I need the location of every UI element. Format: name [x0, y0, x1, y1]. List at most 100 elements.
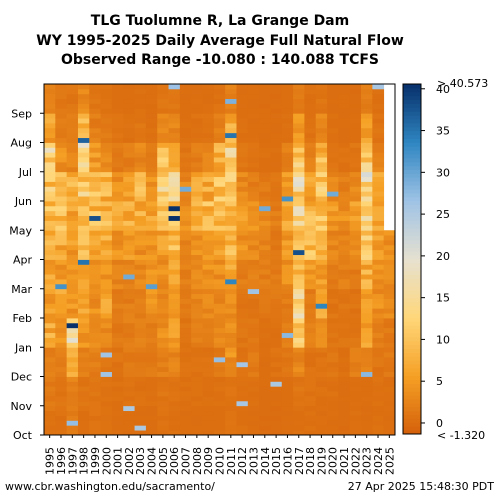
heatmap-cell [349, 162, 362, 168]
heatmap-cell [202, 327, 215, 334]
heatmap-cell [281, 415, 294, 421]
heatmap-cell [361, 201, 373, 207]
heatmap-cell [247, 322, 260, 329]
heatmap-cell [179, 293, 192, 299]
heatmap-cell [361, 313, 373, 319]
heatmap-cell [338, 288, 351, 295]
colorbar-swatch [403, 352, 421, 357]
heatmap-cell [349, 220, 362, 226]
colorbar-tick-label: 35 [436, 125, 450, 138]
heatmap-cell [236, 381, 249, 387]
heatmap-cell [225, 225, 237, 231]
heatmap-cell [361, 210, 373, 217]
colorbar-swatch [403, 177, 421, 182]
heatmap-cell [111, 171, 124, 178]
heatmap-cell [157, 127, 169, 134]
heatmap-cell [304, 381, 317, 387]
colorbar-swatch [403, 379, 421, 384]
heatmap-cell [247, 337, 260, 343]
heatmap-cell [372, 259, 385, 265]
heatmap-cell [327, 318, 339, 324]
heatmap-cell [100, 415, 113, 421]
heatmap-cell [179, 415, 192, 421]
heatmap-cell [134, 347, 147, 353]
heatmap-cell [372, 210, 385, 217]
heatmap-cell [259, 400, 271, 407]
heatmap-cell [225, 88, 237, 95]
heatmap-cell [281, 376, 294, 382]
heatmap-cell [225, 249, 237, 256]
heatmap-cell [191, 371, 203, 377]
heatmap-cell [123, 113, 135, 119]
heatmap-cell [179, 210, 192, 217]
heatmap-cell [44, 376, 56, 382]
heatmap-cell [293, 400, 305, 407]
heatmap-cell [293, 420, 305, 426]
heatmap-cell [111, 147, 124, 153]
heatmap-cell [179, 201, 192, 207]
heatmap-cell [372, 215, 385, 221]
heatmap-cell [327, 244, 339, 251]
heatmap-cell [100, 88, 113, 95]
heatmap-cell [157, 288, 169, 295]
colorbar-swatch [403, 99, 421, 104]
heatmap-cell [100, 235, 113, 241]
heatmap-cell [304, 332, 317, 338]
heatmap-cell [168, 400, 181, 407]
heatmap-cell [100, 142, 113, 148]
heatmap-cell [281, 157, 294, 163]
heatmap-cell [168, 123, 181, 129]
heatmap-cell [304, 132, 317, 139]
heatmap-cell [145, 259, 158, 265]
heatmap-cell [123, 132, 135, 139]
heatmap-cell [157, 191, 169, 197]
heatmap-cell [315, 196, 328, 202]
heatmap-cell [304, 225, 317, 231]
heatmap-cell [247, 142, 260, 148]
heatmap-cell [327, 176, 339, 182]
colorbar-swatch [403, 251, 421, 256]
heatmap-cell [236, 171, 249, 178]
heatmap-cell [236, 93, 249, 100]
heatmap-cell [247, 191, 260, 197]
heatmap-cell [77, 230, 90, 236]
heatmap-cell [327, 430, 339, 436]
heatmap-cell [44, 220, 56, 226]
heatmap-cell [145, 322, 158, 329]
heatmap-cell [77, 386, 90, 392]
heatmap-cell [327, 405, 339, 412]
heatmap-cell [304, 347, 317, 353]
heatmap-cell [349, 132, 362, 139]
heatmap-cell [315, 220, 328, 226]
heatmap-cell [327, 381, 339, 387]
heatmap-cell [77, 201, 90, 207]
heatmap-cell [89, 405, 102, 412]
heatmap-cell [270, 386, 283, 392]
heatmap-cell [66, 357, 79, 363]
heatmap-cell [270, 274, 283, 280]
heatmap-cell [304, 166, 317, 173]
heatmap-cell [327, 108, 339, 114]
heatmap-cell [236, 352, 249, 358]
heatmap-cell [77, 322, 90, 329]
heatmap-cell [111, 366, 124, 373]
x-tick-label: 2014 [259, 447, 272, 475]
heatmap-cell [338, 400, 351, 407]
colorbar-tick-label: 5 [436, 375, 443, 388]
heatmap-cell [349, 332, 362, 338]
heatmap-cell [89, 366, 102, 373]
heatmap-cell [179, 103, 192, 109]
heatmap-cell [361, 425, 373, 431]
heatmap-cell [145, 240, 158, 246]
heatmap-cell [66, 88, 79, 95]
heatmap-cell [293, 118, 305, 124]
heatmap-cell [293, 264, 305, 270]
heatmap-cell [145, 269, 158, 275]
heatmap-cell [293, 269, 305, 275]
heatmap-cell [259, 308, 271, 314]
heatmap-cell [247, 405, 260, 412]
heatmap-cell [236, 327, 249, 334]
heatmap-cell [247, 391, 260, 397]
heatmap-cell [157, 230, 169, 236]
observed-range-text: Observed Range -10.080 : 140.088 TCFS [61, 52, 379, 68]
